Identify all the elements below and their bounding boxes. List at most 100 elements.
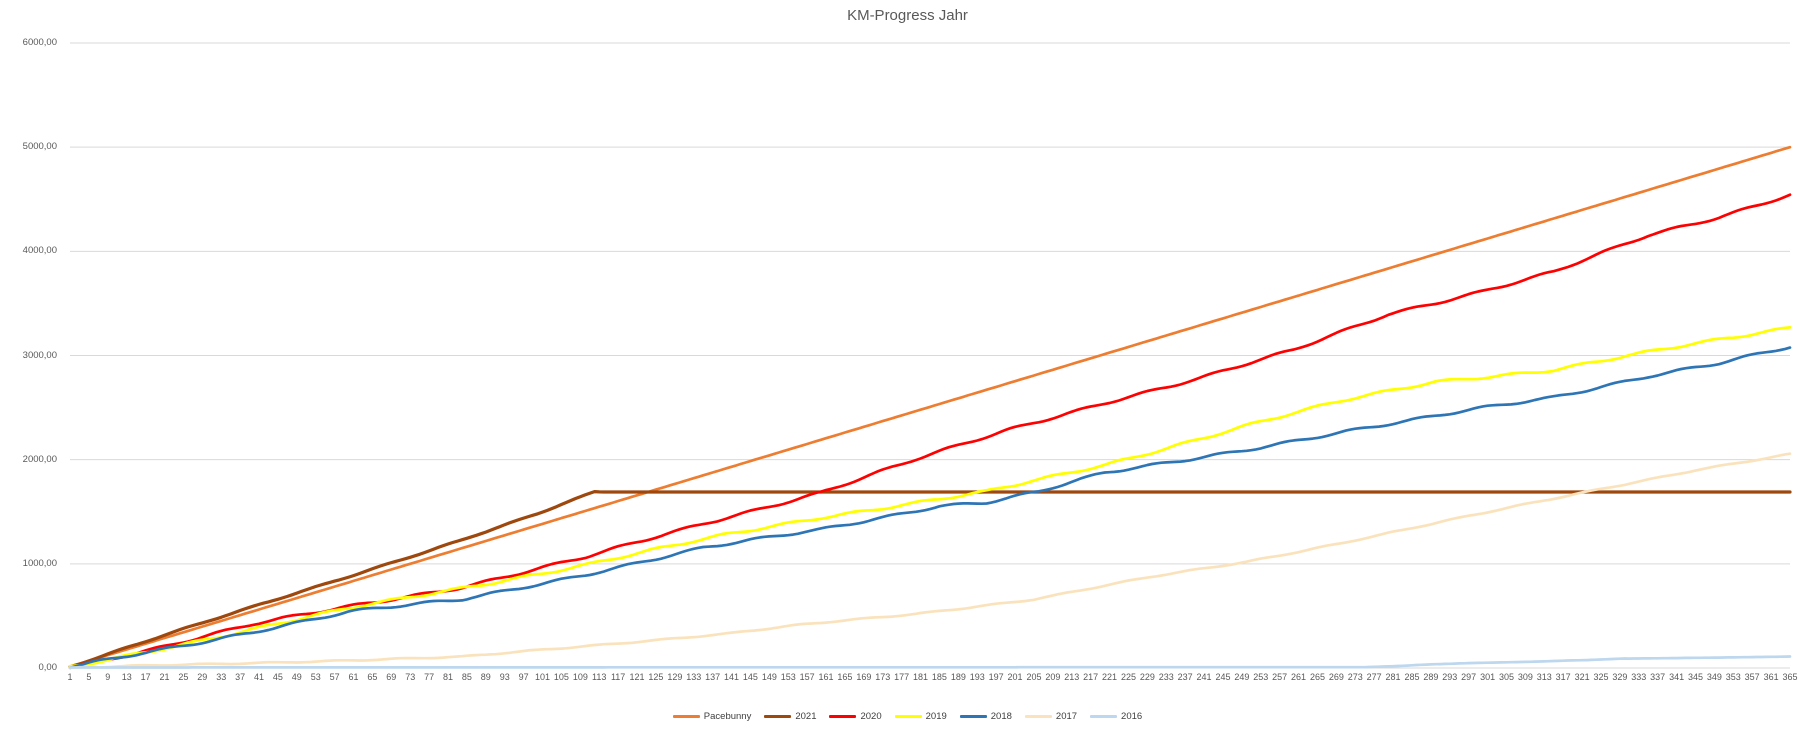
legend-label: 2016 bbox=[1121, 711, 1143, 722]
series-line-pacebunny[interactable] bbox=[68, 145, 1792, 668]
series-line-2020[interactable] bbox=[68, 193, 1792, 670]
x-axis-label: 301 bbox=[1480, 672, 1496, 682]
x-axis-label: 253 bbox=[1253, 672, 1269, 682]
y-axis-label: 3000,00 bbox=[22, 349, 57, 361]
x-axis-label: 129 bbox=[667, 672, 683, 682]
x-axis-label: 105 bbox=[553, 672, 569, 682]
x-axis-label: 293 bbox=[1442, 672, 1458, 682]
legend-swatch bbox=[672, 715, 700, 718]
legend-item-pacebunny[interactable]: Pacebunny bbox=[672, 711, 751, 722]
x-axis-label: 353 bbox=[1725, 672, 1741, 682]
x-axis-label: 225 bbox=[1120, 672, 1136, 682]
y-axis-label: 5000,00 bbox=[22, 141, 57, 153]
legend-item-2016[interactable]: 2016 bbox=[1090, 711, 1142, 722]
x-axis-label: 101 bbox=[535, 672, 551, 682]
x-axis-label: 137 bbox=[705, 672, 721, 682]
x-axis-label: 221 bbox=[1102, 672, 1118, 682]
x-axis-label: 141 bbox=[724, 672, 740, 682]
x-axis-label: 333 bbox=[1631, 672, 1647, 682]
x-axis-label: 49 bbox=[291, 672, 302, 682]
series-line-2019[interactable] bbox=[68, 326, 1792, 668]
x-axis-label: 249 bbox=[1234, 672, 1250, 682]
legend-swatch bbox=[959, 715, 987, 718]
x-axis-label: 233 bbox=[1158, 672, 1174, 682]
x-axis-label: 261 bbox=[1291, 672, 1307, 682]
x-axis-label: 209 bbox=[1045, 672, 1061, 682]
x-axis-label: 281 bbox=[1385, 672, 1401, 682]
x-axis-label: 241 bbox=[1196, 672, 1212, 682]
x-axis-label: 73 bbox=[405, 672, 416, 682]
x-axis-label: 289 bbox=[1423, 672, 1439, 682]
x-axis-label: 21 bbox=[159, 672, 170, 682]
x-axis-label: 265 bbox=[1309, 672, 1325, 682]
y-axis-label: 1000,00 bbox=[22, 557, 57, 569]
series-line-2021[interactable] bbox=[68, 490, 1792, 669]
x-axis-label: 53 bbox=[310, 672, 321, 682]
x-axis-label: 365 bbox=[1782, 672, 1798, 682]
legend-item-2020[interactable]: 2020 bbox=[829, 711, 882, 722]
legend-label: 2021 bbox=[795, 711, 817, 722]
x-axis-label: 157 bbox=[799, 672, 815, 682]
legend-swatch bbox=[894, 715, 922, 718]
x-axis-label: 273 bbox=[1347, 672, 1363, 682]
legend-item-2019[interactable]: 2019 bbox=[894, 711, 947, 722]
x-axis-label: 93 bbox=[499, 672, 510, 682]
x-axis-label: 317 bbox=[1555, 672, 1571, 682]
x-axis-label: 257 bbox=[1272, 672, 1288, 682]
series-line-2018[interactable] bbox=[68, 346, 1792, 670]
x-axis-label: 325 bbox=[1593, 672, 1609, 682]
x-axis-label: 41 bbox=[253, 672, 264, 682]
legend-item-2017[interactable]: 2017 bbox=[1024, 711, 1078, 722]
series-line-2017[interactable] bbox=[68, 452, 1792, 670]
x-axis-label: 277 bbox=[1366, 672, 1382, 682]
x-axis-label: 125 bbox=[648, 672, 664, 682]
x-axis-label: 213 bbox=[1064, 672, 1080, 682]
x-axis-label: 45 bbox=[272, 672, 283, 682]
x-axis-label: 113 bbox=[592, 672, 607, 682]
x-axis-label: 17 bbox=[140, 672, 151, 682]
x-axis-label: 177 bbox=[894, 672, 910, 682]
legend-label: 2019 bbox=[925, 711, 947, 722]
x-axis-label: 109 bbox=[572, 672, 588, 682]
y-axis-label: 2000,00 bbox=[22, 453, 57, 465]
x-axis-label: 89 bbox=[480, 672, 491, 682]
x-axis-label: 9 bbox=[105, 672, 111, 682]
legend-item-2021[interactable]: 2021 bbox=[764, 711, 816, 722]
x-axis-label: 133 bbox=[686, 672, 702, 682]
x-axis-label: 149 bbox=[761, 672, 777, 682]
x-axis-label: 205 bbox=[1026, 672, 1042, 682]
x-axis-label: 217 bbox=[1083, 672, 1099, 682]
x-axis-label: 197 bbox=[988, 672, 1004, 682]
legend-item-2018[interactable]: 2018 bbox=[959, 711, 1012, 722]
x-axis-label: 65 bbox=[367, 672, 378, 682]
x-axis-label: 81 bbox=[443, 672, 454, 682]
x-axis-label: 145 bbox=[742, 672, 758, 682]
x-axis-label: 285 bbox=[1404, 672, 1420, 682]
x-axis-label: 193 bbox=[969, 672, 985, 682]
x-axis-label: 173 bbox=[875, 672, 891, 682]
x-axis-label: 77 bbox=[424, 672, 435, 682]
series-line-2016[interactable] bbox=[68, 655, 1792, 669]
x-axis-label: 1 bbox=[67, 672, 73, 682]
y-axis-label: 0,00 bbox=[38, 662, 58, 673]
x-axis-label: 361 bbox=[1763, 672, 1779, 682]
x-axis-label: 169 bbox=[856, 672, 872, 682]
x-axis-label: 201 bbox=[1007, 672, 1023, 682]
x-axis-label: 269 bbox=[1328, 672, 1344, 682]
x-axis-label: 25 bbox=[178, 672, 189, 682]
legend-label: 2018 bbox=[990, 711, 1012, 722]
x-axis-label: 309 bbox=[1517, 672, 1533, 682]
y-axis-label: 6000,00 bbox=[22, 37, 57, 48]
x-axis-label: 69 bbox=[386, 672, 397, 682]
legend-label: 2017 bbox=[1055, 711, 1078, 722]
x-axis-label: 245 bbox=[1215, 672, 1231, 682]
x-axis-label: 229 bbox=[1139, 672, 1155, 682]
y-axis-label: 4000,00 bbox=[22, 245, 57, 257]
x-axis-label: 57 bbox=[329, 672, 340, 682]
x-axis-label: 61 bbox=[348, 672, 359, 682]
x-axis-label: 97 bbox=[518, 672, 529, 682]
x-axis-label: 237 bbox=[1177, 672, 1193, 682]
x-axis-label: 85 bbox=[461, 672, 472, 682]
x-axis-label: 337 bbox=[1650, 672, 1666, 682]
